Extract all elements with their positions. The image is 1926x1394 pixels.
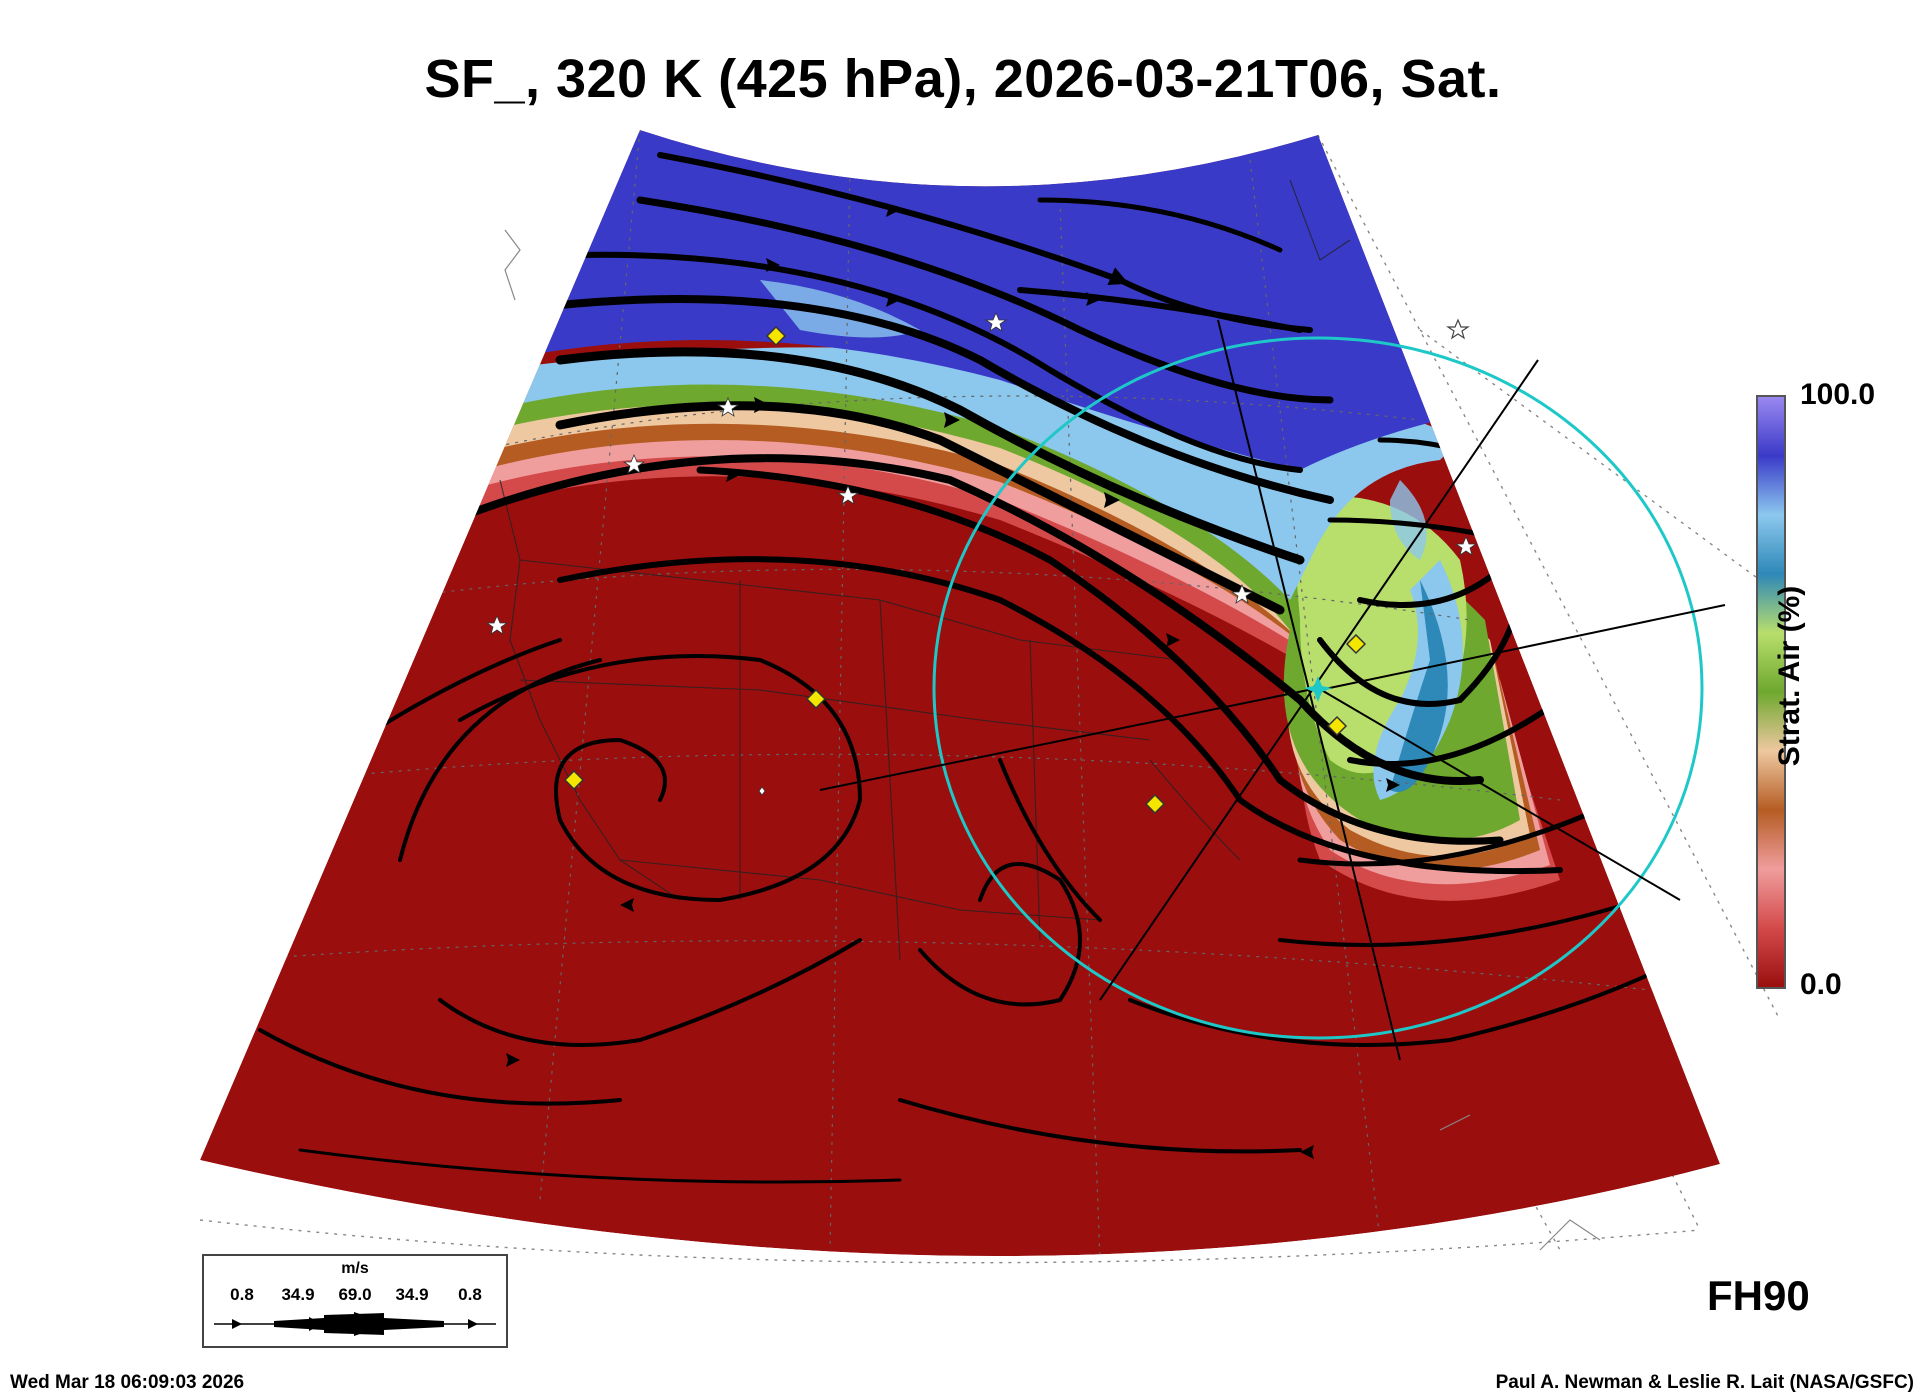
outside-star-marker (1446, 318, 1470, 340)
outside-coast (504, 229, 1601, 1251)
credit-line: Paul A. Newman & Leslie R. Lait (NASA/GS… (1495, 1372, 1914, 1393)
colorbar-title: Strat. Air (%) (1773, 585, 1806, 767)
strat-air-field (200, 130, 1720, 1257)
wind-legend-value: 0.8 (230, 1285, 254, 1304)
colorbar-max-label: 100.0 (1800, 378, 1876, 411)
wind-legend-value: 0.8 (458, 1285, 482, 1304)
white-star-markers (485, 311, 1478, 796)
generation-timestamp: Wed Mar 18 06:09:03 2026 (10, 1372, 245, 1393)
wind-legend-unit: m/s (341, 1260, 369, 1277)
wind-legend-arrow (214, 1312, 496, 1336)
forecast-hour-label: FH90 (1707, 1272, 1810, 1319)
streamline-arrowheads (506, 203, 1400, 1159)
wind-legend-value: 34.9 (395, 1285, 429, 1304)
yellow-diamond-markers (563, 325, 1367, 815)
wind-legend-value: 69.0 (338, 1285, 372, 1304)
site-circle (819, 319, 1726, 1061)
plot-title: SF_, 320 K (425 hPa), 2026-03-21T06, Sat… (424, 49, 1502, 109)
colorbar (1756, 395, 1786, 989)
wind-legend-value: 34.9 (281, 1285, 315, 1304)
colorbar-min-label: 0.0 (1800, 968, 1842, 1001)
wind-speed-legend: m/s 0.8 34.9 69.0 34.9 0.8 (202, 1254, 508, 1348)
wind-streamlines (258, 152, 1682, 1184)
graticule-outer (199, 134, 1781, 1264)
